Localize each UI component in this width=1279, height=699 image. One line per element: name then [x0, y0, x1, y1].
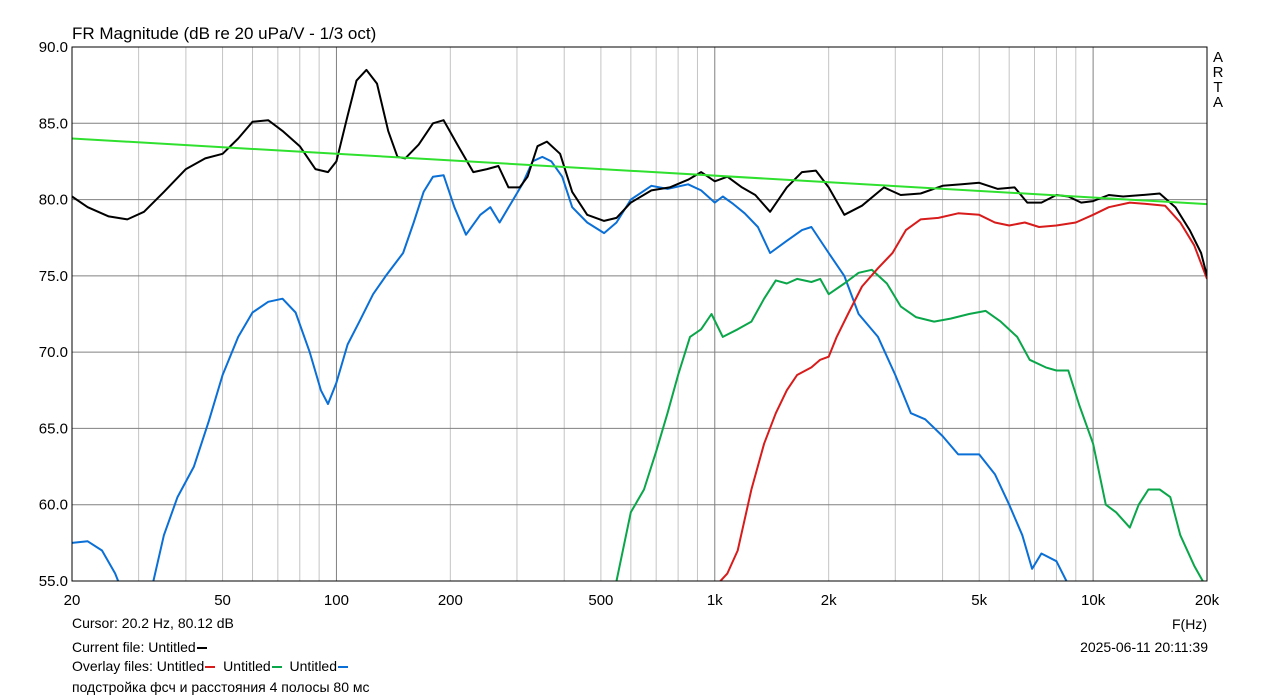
y-tick-label: 60.0: [39, 497, 68, 514]
x-tick-label: 100: [324, 592, 349, 609]
y-tick-label: 55.0: [39, 573, 68, 590]
series-line-3: [719, 201, 1207, 581]
note-text: подстройка фсч и расстояния 4 полосы 80 …: [72, 679, 370, 695]
series-line-5: [72, 137, 1207, 206]
current-file-label: Current file: Untitled: [72, 639, 196, 655]
plot-frame: [71, 46, 1208, 582]
watermark-letter: A: [1213, 49, 1223, 66]
series-lines: [72, 68, 1207, 581]
green-swatch: [271, 666, 282, 669]
watermark-letter: T: [1213, 79, 1222, 96]
overlay-file-3: Untitled: [289, 658, 337, 674]
x-tick-label: 10k: [1081, 592, 1106, 609]
watermark-letter: R: [1213, 64, 1224, 81]
overlay-file-2: Untitled: [223, 658, 271, 674]
y-tick-label: 90.0: [39, 39, 68, 56]
overlay-files-row: Overlay files: Untitled Untitled Untitle…: [72, 657, 352, 675]
series-line-4: [72, 68, 1207, 277]
y-tick-labels: 90.0 85.0 80.0 75.0 70.0 65.0 60.0 55.0: [39, 39, 68, 590]
overlay-label: Overlay files: Untitled: [72, 658, 205, 674]
x-tick-label: 200: [438, 592, 463, 609]
cursor-readout: Cursor: 20.2 Hz, 80.12 dB: [72, 615, 234, 631]
watermark-letter: A: [1213, 94, 1223, 111]
x-tick-labels: 20 50 100 200 500 1k 2k 5k 10k 20k: [64, 592, 1220, 609]
x-tick-label: 20: [64, 592, 81, 609]
y-tick-label: 75.0: [39, 268, 68, 285]
y-tick-label: 85.0: [39, 115, 68, 132]
black-swatch: [196, 647, 207, 650]
chart-title: FR Magnitude (dB re 20 uPa/V - 1/3 oct): [72, 24, 376, 43]
series-line-1: [72, 155, 1068, 581]
x-axis-label: F(Hz): [1172, 616, 1207, 632]
x-tick-label: 20k: [1195, 592, 1220, 609]
x-tick-label: 2k: [821, 592, 837, 609]
x-tick-label: 1k: [707, 592, 723, 609]
x-tick-label: 50: [214, 592, 231, 609]
current-file-row: Current file: Untitled: [72, 638, 211, 656]
y-tick-label: 80.0: [39, 192, 68, 209]
y-tick-label: 70.0: [39, 344, 68, 361]
y-tick-label: 65.0: [39, 420, 68, 437]
datetime: 2025-06-11 20:11:39: [1080, 639, 1208, 655]
x-tick-label: 500: [588, 592, 613, 609]
grid: [72, 46, 1207, 582]
blue-swatch: [338, 666, 348, 669]
x-tick-label: 5k: [971, 592, 987, 609]
series-line-2: [615, 268, 1204, 581]
red-swatch: [205, 666, 216, 669]
